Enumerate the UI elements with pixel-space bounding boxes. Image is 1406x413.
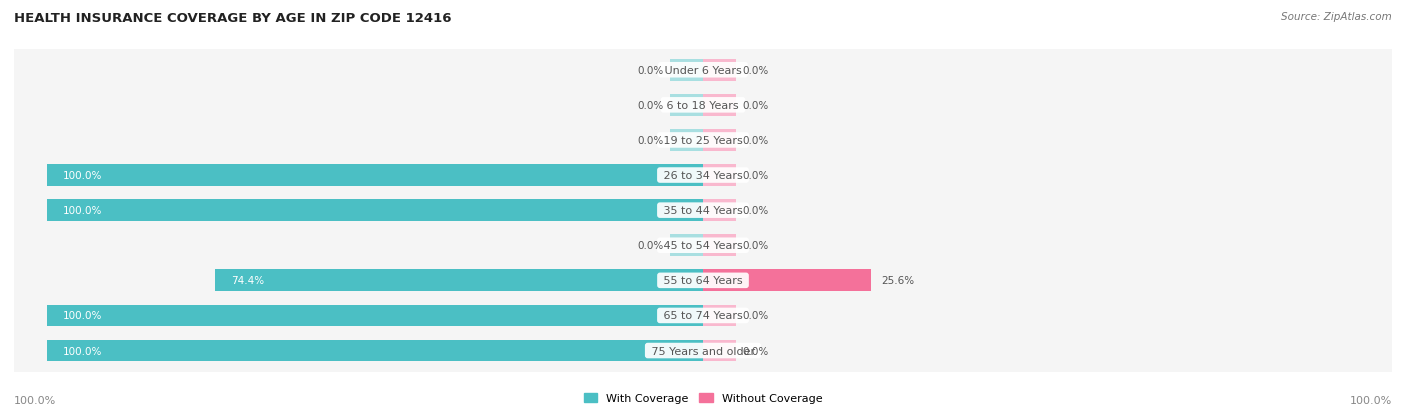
Text: HEALTH INSURANCE COVERAGE BY AGE IN ZIP CODE 12416: HEALTH INSURANCE COVERAGE BY AGE IN ZIP …	[14, 12, 451, 25]
Text: 0.0%: 0.0%	[637, 101, 664, 111]
Bar	[671, 235, 703, 256]
Bar	[703, 60, 735, 81]
Text: 19 to 25 Years: 19 to 25 Years	[659, 135, 747, 146]
FancyBboxPatch shape	[10, 119, 1396, 232]
Text: 100.0%: 100.0%	[63, 311, 103, 320]
FancyBboxPatch shape	[10, 49, 1396, 162]
Bar	[215, 270, 703, 292]
Text: 0.0%: 0.0%	[742, 241, 769, 251]
Text: 65 to 74 Years: 65 to 74 Years	[659, 311, 747, 320]
Text: 0.0%: 0.0%	[742, 311, 769, 320]
FancyBboxPatch shape	[4, 2, 1402, 139]
Text: 0.0%: 0.0%	[742, 346, 769, 356]
FancyBboxPatch shape	[4, 107, 1402, 244]
Bar	[703, 270, 870, 292]
Bar	[703, 235, 735, 256]
Text: 6 to 18 Years: 6 to 18 Years	[664, 101, 742, 111]
Text: 0.0%: 0.0%	[742, 66, 769, 76]
Text: 26 to 34 Years: 26 to 34 Years	[659, 171, 747, 180]
Text: 0.0%: 0.0%	[742, 135, 769, 146]
FancyBboxPatch shape	[10, 259, 1396, 372]
FancyBboxPatch shape	[10, 189, 1396, 302]
Bar	[46, 305, 703, 327]
Text: 0.0%: 0.0%	[742, 171, 769, 180]
Text: 55 to 64 Years: 55 to 64 Years	[659, 275, 747, 286]
Text: 0.0%: 0.0%	[742, 101, 769, 111]
Text: 25.6%: 25.6%	[880, 275, 914, 286]
FancyBboxPatch shape	[4, 142, 1402, 279]
FancyBboxPatch shape	[4, 247, 1402, 384]
Bar	[46, 200, 703, 221]
Bar	[703, 130, 735, 152]
Bar	[703, 200, 735, 221]
Text: 35 to 44 Years: 35 to 44 Years	[659, 206, 747, 216]
Bar	[46, 340, 703, 361]
FancyBboxPatch shape	[10, 154, 1396, 267]
FancyBboxPatch shape	[4, 212, 1402, 349]
Text: 75 Years and older: 75 Years and older	[648, 346, 758, 356]
FancyBboxPatch shape	[10, 224, 1396, 337]
Text: 100.0%: 100.0%	[1350, 395, 1392, 405]
FancyBboxPatch shape	[4, 72, 1402, 209]
FancyBboxPatch shape	[4, 282, 1402, 413]
Text: 74.4%: 74.4%	[231, 275, 264, 286]
Text: 0.0%: 0.0%	[742, 206, 769, 216]
Text: 0.0%: 0.0%	[637, 241, 664, 251]
Bar	[703, 95, 735, 116]
FancyBboxPatch shape	[10, 14, 1396, 127]
Text: 0.0%: 0.0%	[637, 135, 664, 146]
Bar	[703, 340, 735, 361]
Bar	[671, 130, 703, 152]
Text: 100.0%: 100.0%	[63, 206, 103, 216]
Text: 45 to 54 Years: 45 to 54 Years	[659, 241, 747, 251]
Legend: With Coverage, Without Coverage: With Coverage, Without Coverage	[579, 388, 827, 408]
Bar	[671, 60, 703, 81]
Bar	[671, 95, 703, 116]
Text: 0.0%: 0.0%	[637, 66, 664, 76]
FancyBboxPatch shape	[4, 37, 1402, 174]
FancyBboxPatch shape	[10, 294, 1396, 407]
FancyBboxPatch shape	[10, 84, 1396, 197]
Text: Under 6 Years: Under 6 Years	[661, 66, 745, 76]
Bar	[703, 305, 735, 327]
Bar	[46, 165, 703, 187]
Bar	[703, 165, 735, 187]
Text: 100.0%: 100.0%	[14, 395, 56, 405]
Text: 100.0%: 100.0%	[63, 171, 103, 180]
FancyBboxPatch shape	[4, 177, 1402, 314]
Text: 100.0%: 100.0%	[63, 346, 103, 356]
Text: Source: ZipAtlas.com: Source: ZipAtlas.com	[1281, 12, 1392, 22]
